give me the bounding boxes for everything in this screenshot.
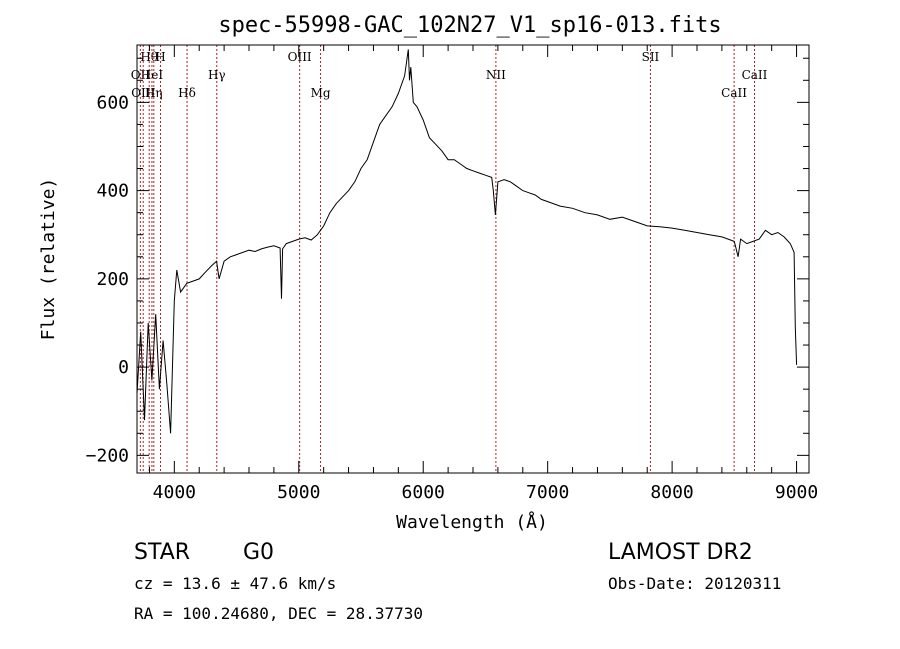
- y-tick-label: 400: [96, 181, 129, 202]
- line-marker-label: NII: [486, 68, 506, 82]
- y-tick-label: 0: [118, 357, 129, 378]
- line-marker-label: OII: [131, 68, 151, 82]
- line-marker-label: SII: [642, 50, 660, 64]
- x-tick-label: 7000: [526, 482, 569, 503]
- x-tick-label: 9000: [775, 482, 818, 503]
- axes: 4000 5000 6000 7000 8000 9000 −200 0 200 400 600: [86, 45, 818, 503]
- line-marker-label: Hδ: [178, 86, 196, 100]
- y-axis-label: Flux (relative): [38, 178, 59, 341]
- obs-date: Obs-Date: 20120311: [608, 574, 782, 593]
- survey-name: LAMOST DR2: [608, 540, 753, 565]
- x-tick-label: 4000: [153, 482, 196, 503]
- chart-title: spec-55998-GAC_102N27_V1_sp16-013.fits: [218, 13, 721, 38]
- line-marker-label: Hη: [145, 86, 163, 100]
- object-type: STAR: [134, 540, 191, 565]
- spectrum-chart: spec-55998-GAC_102N27_V1_sp16-013.fits H…: [38, 13, 818, 533]
- coordinates: RA = 100.24680, DEC = 28.37730: [134, 604, 423, 623]
- y-tick-label: 600: [96, 92, 129, 113]
- x-tick-label: 8000: [650, 482, 693, 503]
- x-tick-label: 6000: [402, 482, 445, 503]
- line-marker-label: CaII: [721, 86, 747, 100]
- line-marker-label: HeI: [141, 68, 164, 82]
- line-marker-label: Hγ: [208, 68, 226, 82]
- line-marker-label: OIII: [288, 50, 312, 64]
- cz-value: cz = 13.6 ± 47.6 km/s: [134, 574, 337, 593]
- x-axis-label: Wavelength (Å): [396, 511, 548, 533]
- line-marker-label: H: [155, 50, 165, 64]
- y-tick-label: 200: [96, 269, 129, 290]
- line-marker-label: Mg: [311, 86, 331, 100]
- subclass: G0: [243, 540, 275, 565]
- spectrum-line: [136, 49, 798, 434]
- y-tick-label: −200: [86, 445, 129, 466]
- line-marker-label: CaII: [742, 68, 768, 82]
- plot-frame: [136, 44, 810, 474]
- x-tick-label: 5000: [277, 482, 320, 503]
